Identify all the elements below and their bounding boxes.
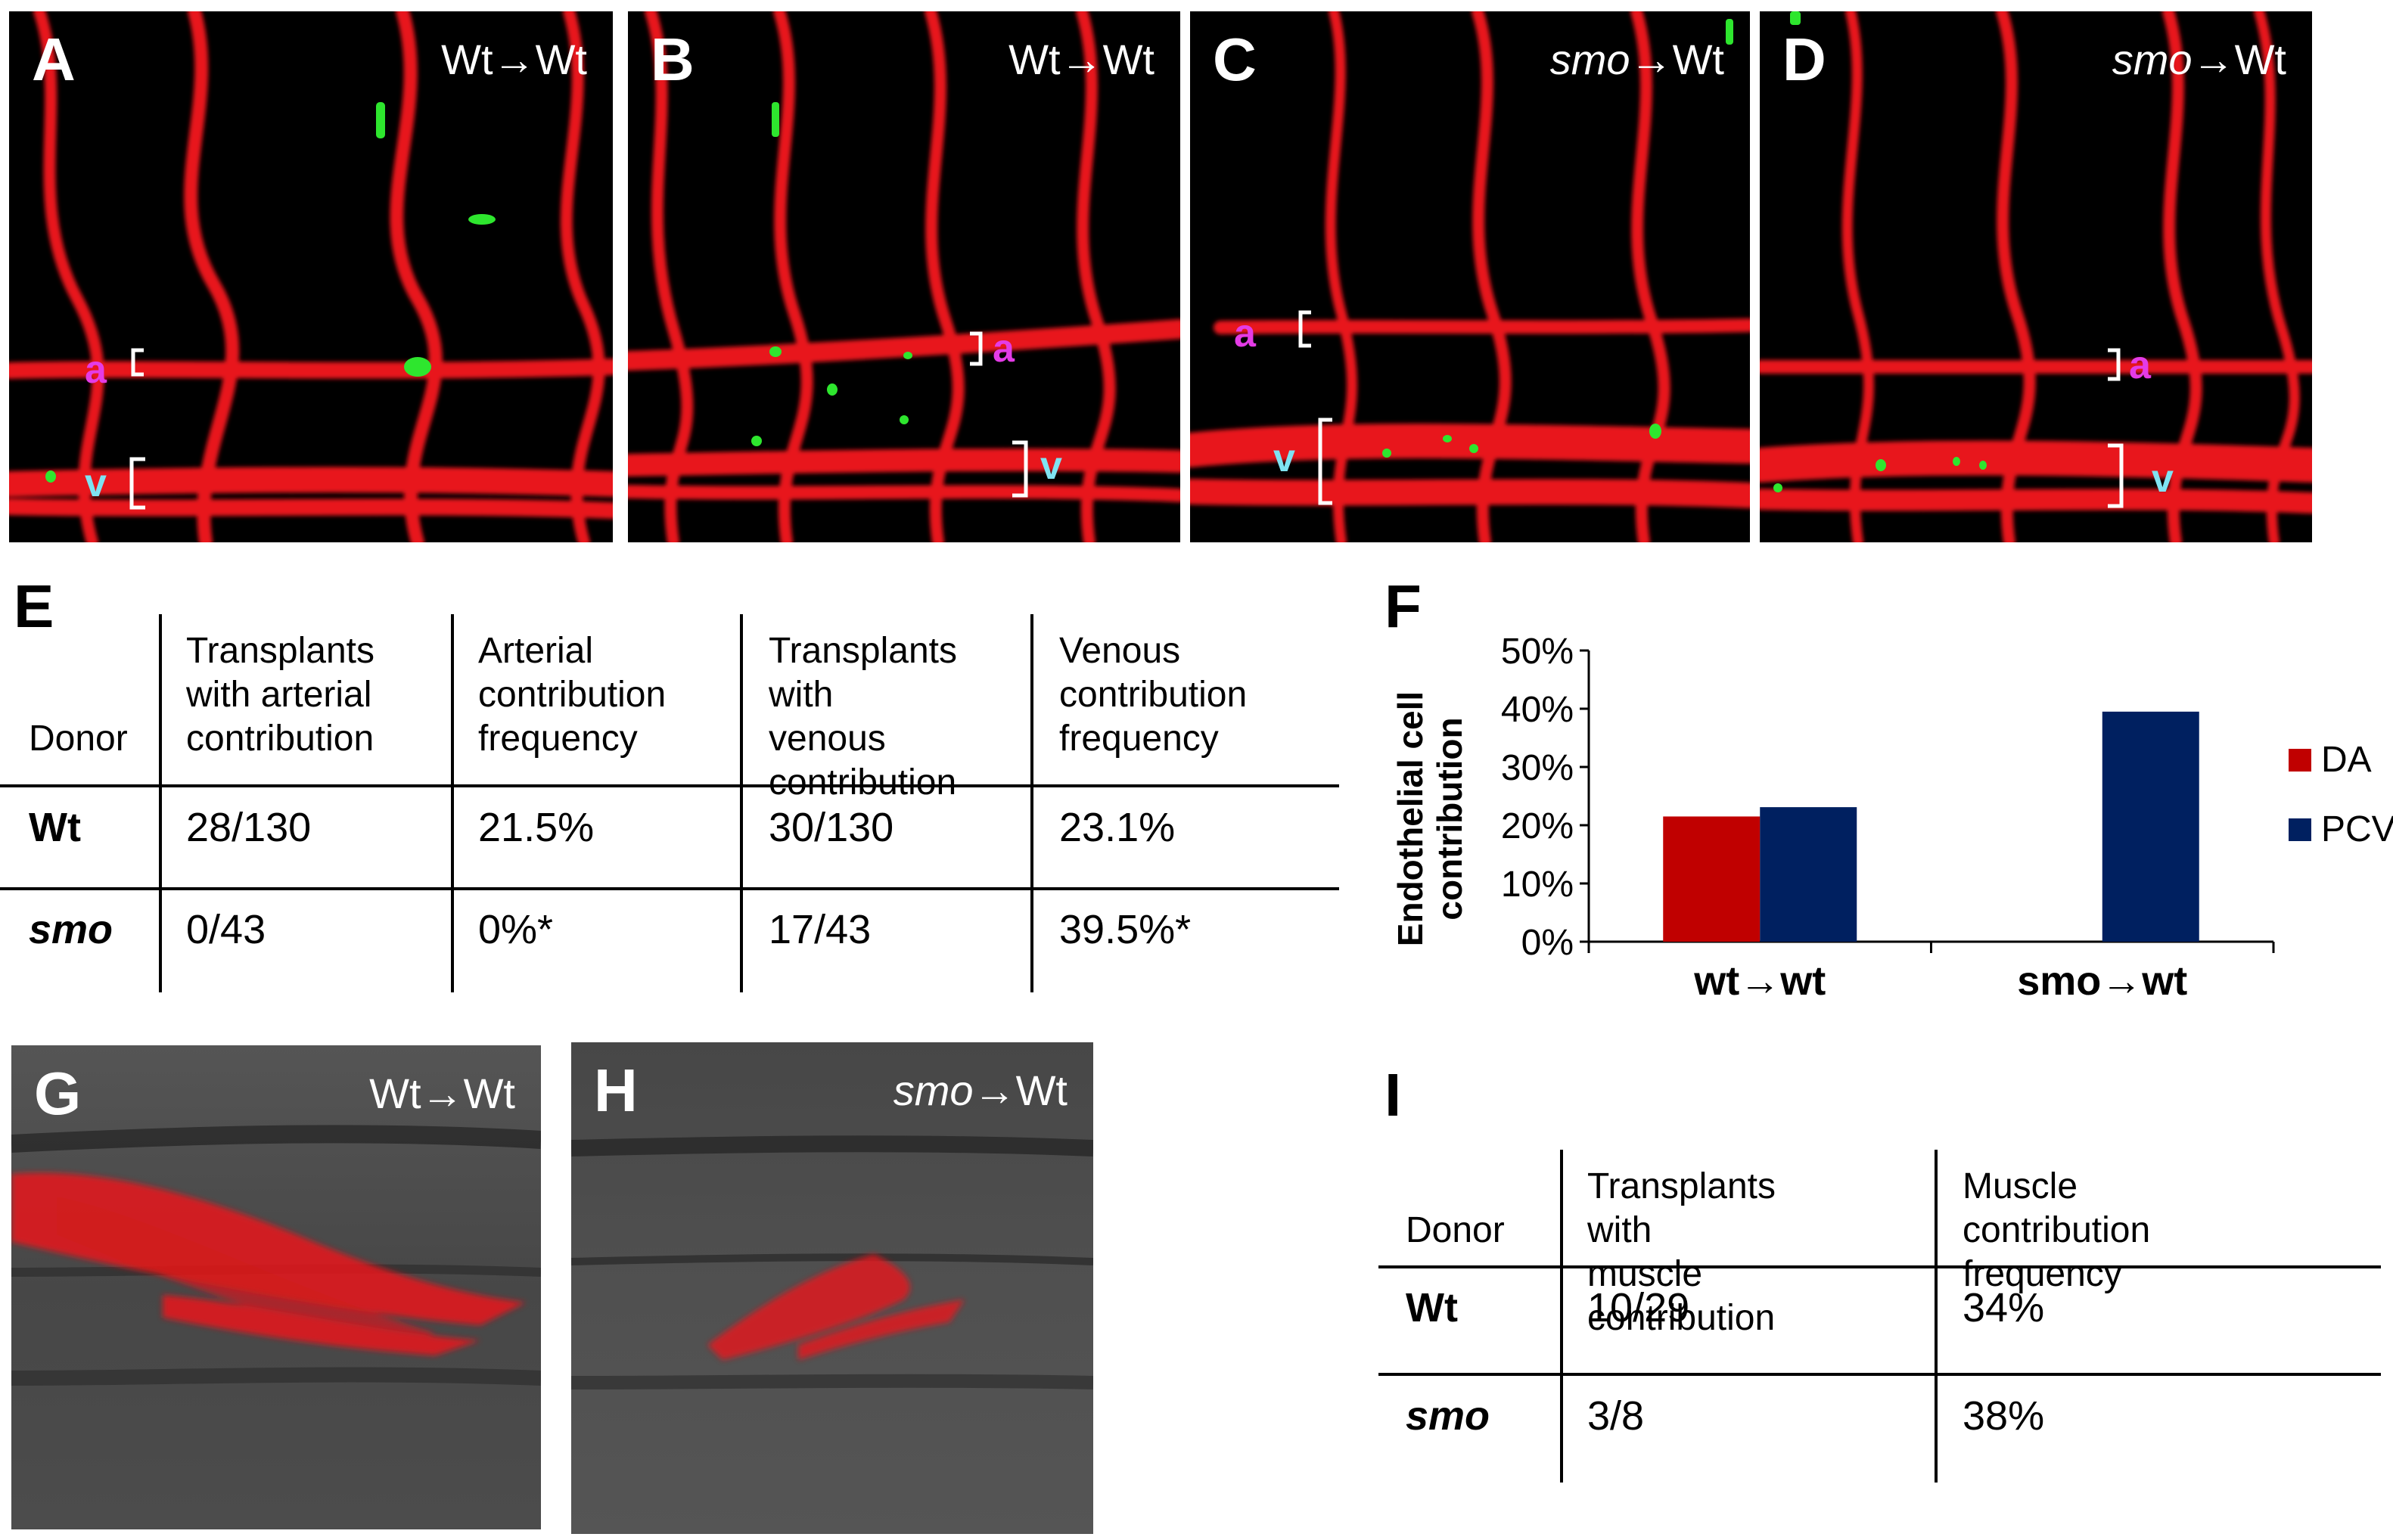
table-e-cell: 21.5%: [478, 805, 595, 850]
panel-label-e: E: [14, 573, 54, 640]
bar-pcv-1: [2102, 711, 2199, 942]
table-e-header: Arterial contribution frequency: [478, 631, 667, 759]
table-i-divider: [1560, 1150, 1563, 1483]
table-e-cell: 0%*: [478, 907, 554, 952]
micrograph-g: [11, 1045, 541, 1529]
micrograph-b: [628, 11, 1180, 542]
table-e-cell: 23.1%: [1059, 805, 1176, 850]
panel-label-g: G: [34, 1060, 82, 1127]
panel-title-h: smo→Wt: [893, 1067, 1068, 1114]
arterial-label-d: a: [2129, 343, 2151, 387]
table-i-divider: [1935, 1150, 1938, 1483]
y-tick-label: 10%: [1501, 865, 1574, 905]
panel-c: C smo→Wt a v: [1190, 11, 1750, 542]
y-tick-label: 50%: [1501, 632, 1574, 672]
table-e-row-donor: smo: [29, 907, 113, 952]
y-tick-label: 20%: [1501, 806, 1574, 846]
venous-label-d: v: [2152, 457, 2174, 501]
table-e-divider: [159, 614, 162, 992]
micrograph-d: [1760, 11, 2312, 542]
arterial-label-c: a: [1234, 312, 1256, 356]
table-e-divider: [451, 614, 454, 992]
legend-swatch-pcv: [2289, 818, 2311, 841]
table-i-cell: 34%: [1963, 1285, 2045, 1330]
table-e-header: Transplants with venous contribution: [769, 631, 957, 803]
arterial-label-a: a: [85, 348, 107, 392]
table-e-header-donor: Donor: [29, 719, 128, 759]
table-e-rule: [0, 887, 1339, 890]
panel-label-d: D: [1782, 26, 1826, 93]
panel-title-a: Wt→Wt: [441, 36, 587, 83]
table-e-cell: 39.5%*: [1059, 907, 1192, 952]
venous-label-c: v: [1273, 436, 1295, 480]
table-e-cell: 30/130: [769, 805, 894, 850]
venous-label-b: v: [1040, 444, 1062, 488]
panel-title-g: Wt→Wt: [369, 1070, 515, 1117]
micrograph-a: [9, 11, 613, 542]
table-e-cell: 0/43: [186, 907, 266, 952]
table-e-divider: [740, 614, 743, 992]
venous-label-a: v: [85, 461, 107, 505]
panel-title-b: Wt→Wt: [1008, 36, 1155, 83]
panel-label-i: I: [1385, 1061, 1402, 1129]
panel-title-c: smo→Wt: [1549, 36, 1724, 83]
panel-label-f: F: [1385, 573, 1422, 640]
panel-title-d: smo→Wt: [2112, 36, 2286, 83]
y-tick-label: 40%: [1501, 690, 1574, 730]
table-i-cell: 10/29: [1587, 1285, 1690, 1330]
x-tick-label: wt→wt: [1693, 958, 1826, 1004]
table-i-cell: 38%: [1963, 1393, 2045, 1439]
legend-swatch-da: [2289, 749, 2311, 772]
bar-pcv-0: [1760, 807, 1857, 942]
micrograph-c: [1190, 11, 1750, 542]
panel-a: A Wt→Wt a v: [9, 11, 613, 542]
table-i-cell: 3/8: [1587, 1393, 1645, 1439]
table-i-rule: [1378, 1265, 2381, 1268]
chart-f: 0% 10% 20% 30% 40% 50% Endothelial cell contrib…: [1369, 575, 2393, 1029]
panel-label-c: C: [1213, 26, 1257, 93]
panel-label-b: B: [651, 26, 695, 93]
table-e-divider: [1030, 614, 1033, 992]
table-i-row-donor: Wt: [1406, 1285, 1458, 1330]
table-i-header: Transplants with muscle contribution: [1587, 1166, 1776, 1338]
y-tick-label: 0%: [1521, 923, 1574, 963]
panel-g: G Wt→Wt: [11, 1045, 541, 1529]
panel-label-a: A: [32, 26, 76, 93]
panel-b: B Wt→Wt a v: [628, 11, 1180, 542]
y-axis-label: Endothelial cell: [1391, 691, 1430, 946]
arterial-label-b: a: [993, 327, 1015, 371]
y-tick-label: 30%: [1501, 748, 1574, 788]
panel-h: H smo→Wt: [571, 1042, 1093, 1534]
table-i-header: Muscle contribution frequency: [1963, 1166, 2151, 1294]
table-e-header: Transplants with arterial contribution: [186, 631, 374, 759]
table-e-header: Venous contribution frequency: [1059, 631, 1248, 759]
table-i-row-donor: smo: [1406, 1393, 1490, 1439]
panel-d: D smo→Wt a v: [1760, 11, 2312, 542]
x-tick-label: smo→wt: [2017, 958, 2187, 1004]
table-e-rule: [0, 784, 1339, 787]
y-axis-label: contribution: [1430, 717, 1469, 920]
table-i-rule: [1378, 1373, 2381, 1376]
table-i-header-donor: Donor: [1406, 1210, 1505, 1250]
legend-label-da: DA: [2321, 740, 2372, 780]
chart-f-svg: 0% 10% 20% 30% 40% 50% Endothelial cell contrib…: [1391, 632, 2393, 1004]
table-e-cell: 28/130: [186, 805, 312, 850]
panel-label-h: H: [594, 1057, 638, 1124]
table-e-cell: 17/43: [769, 907, 872, 952]
legend-label-pcv: PCV: [2321, 809, 2393, 849]
bar-da-0: [1663, 816, 1761, 942]
table-e-row-donor: Wt: [29, 805, 81, 850]
micrograph-h: [571, 1042, 1093, 1534]
